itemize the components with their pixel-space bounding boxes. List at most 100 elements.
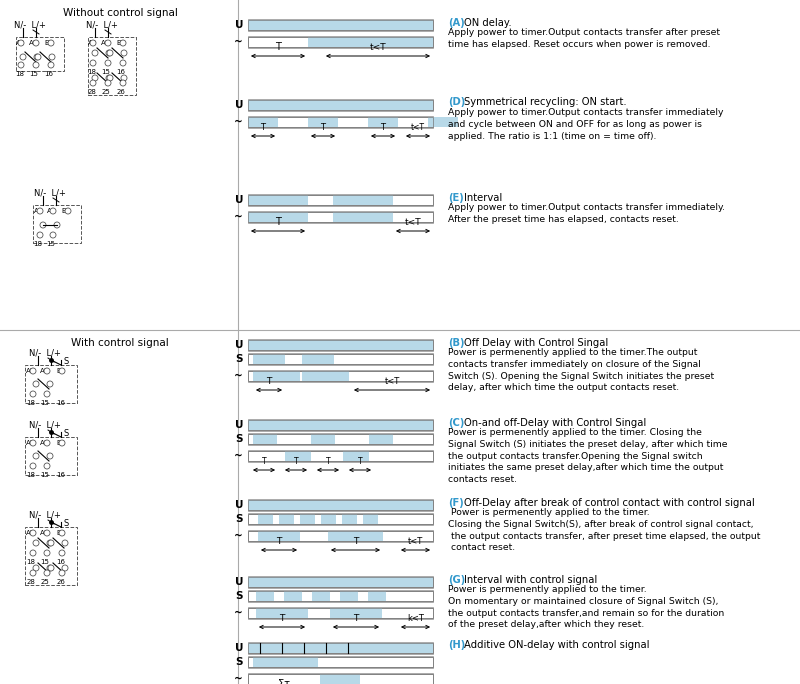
Bar <box>256 591 274 601</box>
Text: T: T <box>261 123 266 132</box>
Bar <box>248 591 433 601</box>
Text: ~: ~ <box>234 37 243 47</box>
Bar <box>248 643 433 653</box>
Text: ~: ~ <box>234 117 243 127</box>
Bar <box>25 527 77 585</box>
Text: T: T <box>279 614 285 623</box>
Text: Symmetrical recycling: ON start.: Symmetrical recycling: ON start. <box>464 97 626 107</box>
Text: 25: 25 <box>102 89 110 95</box>
Bar <box>253 657 318 667</box>
Bar <box>248 37 433 47</box>
Bar <box>302 371 349 381</box>
Circle shape <box>40 222 46 228</box>
Text: t<T: t<T <box>405 218 422 227</box>
Text: Apply power to timer.Output contacts transfer immediately
and cycle between ON a: Apply power to timer.Output contacts tra… <box>448 108 723 141</box>
Text: T: T <box>275 42 281 52</box>
Text: 15: 15 <box>41 400 50 406</box>
Bar <box>248 212 308 222</box>
Circle shape <box>34 54 40 60</box>
Bar <box>343 451 369 461</box>
Text: T: T <box>326 457 330 466</box>
Bar <box>284 591 302 601</box>
Bar <box>248 577 433 587</box>
Bar <box>248 531 433 541</box>
Circle shape <box>44 530 50 536</box>
Text: (G): (G) <box>448 575 466 585</box>
Circle shape <box>49 54 55 60</box>
Text: Στ: Στ <box>278 679 290 684</box>
Circle shape <box>33 565 39 571</box>
Circle shape <box>90 80 96 86</box>
Circle shape <box>30 530 36 536</box>
Text: 18: 18 <box>15 71 25 77</box>
Circle shape <box>105 60 111 66</box>
Text: On-and off-Delay with Control Singal: On-and off-Delay with Control Singal <box>464 418 646 428</box>
Bar <box>248 500 433 510</box>
Circle shape <box>44 570 50 576</box>
Text: 18: 18 <box>26 400 35 406</box>
Circle shape <box>90 60 96 66</box>
Text: Power is permenently applied to the timer.The output
contacts transfer immediate: Power is permenently applied to the time… <box>448 348 714 393</box>
Bar <box>253 371 300 381</box>
Bar <box>248 500 433 510</box>
Text: Without control signal: Without control signal <box>62 8 178 18</box>
Bar <box>88 37 136 95</box>
Text: t<T: t<T <box>384 377 400 386</box>
Text: T: T <box>353 537 358 546</box>
Circle shape <box>107 75 113 81</box>
Bar <box>312 591 330 601</box>
Bar <box>248 420 433 430</box>
Circle shape <box>33 62 39 68</box>
Text: t<T: t<T <box>408 537 423 546</box>
Text: Additive ON-delay with control signal: Additive ON-delay with control signal <box>464 640 650 650</box>
Circle shape <box>54 222 60 228</box>
Bar <box>369 434 393 444</box>
Circle shape <box>33 453 39 459</box>
Circle shape <box>121 50 127 56</box>
Circle shape <box>35 54 41 60</box>
Text: 25: 25 <box>41 579 50 585</box>
Text: U: U <box>234 20 243 30</box>
Text: B1: B1 <box>56 440 66 446</box>
Bar <box>248 100 433 110</box>
Text: U: U <box>234 100 243 110</box>
Text: 26: 26 <box>117 89 126 95</box>
Circle shape <box>107 50 113 56</box>
Text: Off-Delay after break of control contact with control signal: Off-Delay after break of control contact… <box>464 498 754 508</box>
Text: B1: B1 <box>62 208 70 214</box>
Bar <box>308 117 338 127</box>
Text: A2: A2 <box>26 530 35 536</box>
Bar <box>248 420 433 430</box>
Bar <box>248 117 433 127</box>
Bar <box>248 37 433 47</box>
Circle shape <box>47 453 53 459</box>
Bar <box>321 514 336 524</box>
Bar <box>248 674 433 684</box>
Bar <box>248 500 433 510</box>
Text: ~: ~ <box>234 674 243 684</box>
Text: Power is permenently applied to the timer. Closing the
Signal Switch (S) initiat: Power is permenently applied to the time… <box>448 428 727 484</box>
Text: A1: A1 <box>40 440 50 446</box>
Text: 16: 16 <box>57 472 66 478</box>
Text: (C): (C) <box>448 418 464 428</box>
Text: T: T <box>321 123 326 132</box>
Text: (H): (H) <box>448 640 466 650</box>
Bar <box>248 354 433 364</box>
Text: Apply power to timer.Output contacts transfer immediately.
After the preset time: Apply power to timer.Output contacts tra… <box>448 203 725 224</box>
Bar <box>248 674 433 684</box>
Circle shape <box>37 232 43 238</box>
Circle shape <box>18 40 24 46</box>
Text: 18: 18 <box>34 241 42 247</box>
Text: k<T: k<T <box>407 614 424 623</box>
Bar <box>342 514 357 524</box>
Bar <box>248 434 433 444</box>
Text: 16: 16 <box>117 69 126 75</box>
Bar <box>248 643 433 653</box>
Text: 26: 26 <box>57 579 66 585</box>
Circle shape <box>18 62 24 68</box>
Bar <box>248 20 433 30</box>
Circle shape <box>48 62 54 68</box>
Bar <box>248 354 433 364</box>
Bar <box>328 531 383 541</box>
Bar <box>248 657 433 667</box>
